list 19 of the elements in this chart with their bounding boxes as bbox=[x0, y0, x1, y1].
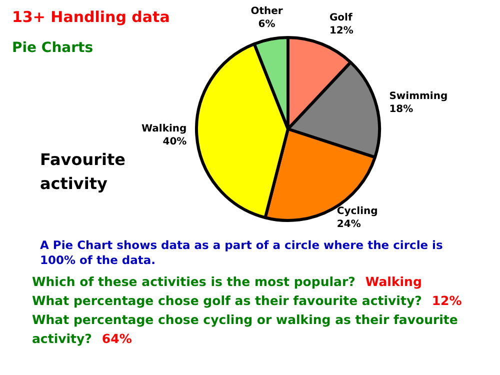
text: What percentage chose golf as their favourite activity? bbox=[32, 293, 422, 308]
text: 12% bbox=[432, 293, 462, 308]
text: Pie Charts bbox=[12, 40, 94, 56]
data-label: 6% bbox=[258, 18, 276, 30]
text: Walking bbox=[365, 274, 422, 289]
slice-label: Walking bbox=[141, 123, 187, 134]
data-label: 40% bbox=[162, 136, 187, 148]
slice-label: Cycling bbox=[336, 206, 378, 218]
text: Which of these activities is the most popular? bbox=[32, 274, 356, 289]
text: A Pie Chart shows data as a part of a circle where the circle is 100% of the data. bbox=[40, 238, 444, 268]
slice-label: Other bbox=[250, 6, 283, 17]
data-label: 24% bbox=[336, 219, 361, 230]
chart-title: 13+ Handling data bbox=[12, 8, 170, 26]
data-label: 12% bbox=[329, 25, 354, 36]
slice-label: Golf bbox=[329, 12, 353, 24]
data-label: 18% bbox=[389, 104, 414, 116]
text: Favourite activity bbox=[40, 149, 126, 195]
slice-label: Swimming bbox=[389, 91, 448, 102]
text: 64% bbox=[102, 331, 132, 346]
